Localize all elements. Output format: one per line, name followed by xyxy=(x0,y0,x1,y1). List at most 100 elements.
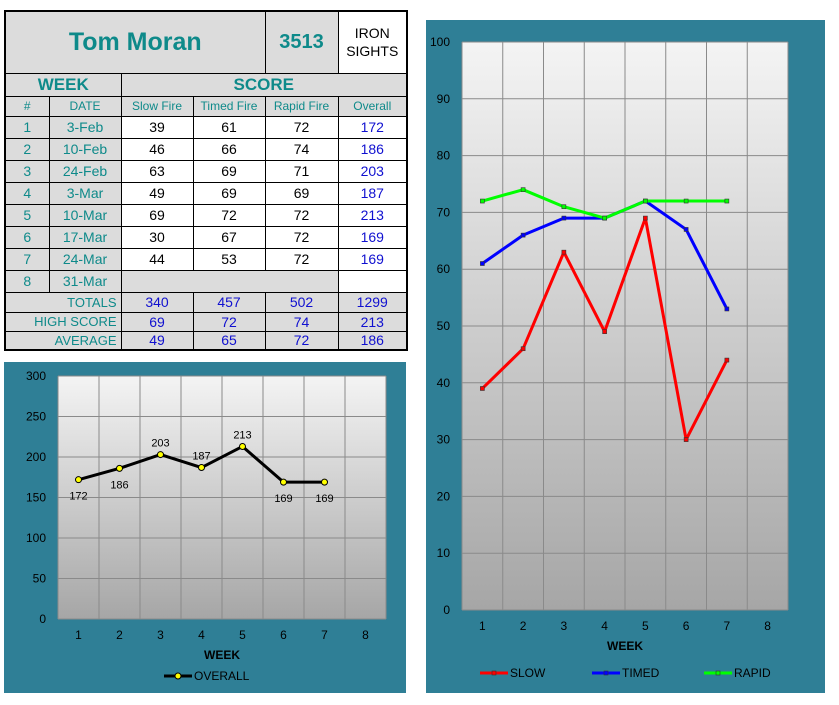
y-tick-label: 300 xyxy=(26,369,46,383)
week-num: 2 xyxy=(4,137,50,161)
week-num: 1 xyxy=(4,115,50,139)
high-score-row: HIGH SCORE 69 72 74 213 xyxy=(4,311,408,332)
x-tick-label: 3 xyxy=(157,628,164,642)
data-point xyxy=(75,476,82,484)
average-slow: 49 xyxy=(120,330,194,351)
legend-label-overall: OVERALL xyxy=(194,669,250,683)
rapid-score: 71 xyxy=(264,159,339,183)
slow-score: 46 xyxy=(120,137,194,161)
totals-row: TOTALS 340 457 502 1299 xyxy=(4,291,408,313)
x-tick-label: 8 xyxy=(764,619,771,633)
data-point xyxy=(280,478,287,486)
y-tick-label: 40 xyxy=(437,376,451,390)
table-row: 6 17-Mar 30 67 72 169 xyxy=(4,225,408,249)
overall-chart-panel: 0 50 100 150 200 250 300 1 2 3 4 5 6 7 8 WEEK 172 186 203 1… xyxy=(4,362,406,693)
y-tick-label: 50 xyxy=(33,572,47,586)
data-label: 187 xyxy=(192,451,210,463)
data-point xyxy=(116,464,123,472)
data-point xyxy=(198,464,205,472)
score-table: Tom Moran 3513 IRON SIGHTS WEEK SCORE # … xyxy=(4,10,408,351)
overall-score: 203 xyxy=(337,159,408,183)
rapid-score: 72 xyxy=(264,225,339,249)
x-tick-label: 5 xyxy=(239,628,246,642)
col-header-rapid: Rapid Fire xyxy=(264,95,339,117)
y-tick-label: 0 xyxy=(443,603,450,617)
y-tick-label: 80 xyxy=(437,149,451,163)
average-timed: 65 xyxy=(192,330,266,351)
y-tick-label: 10 xyxy=(437,546,451,560)
timed-score: 67 xyxy=(192,225,266,249)
y-tick-label: 150 xyxy=(26,491,46,505)
x-tick-label: 4 xyxy=(198,628,205,642)
overall-score: 187 xyxy=(337,181,408,205)
week-date: 31-Mar xyxy=(48,269,122,293)
average-row: AVERAGE 49 65 72 186 xyxy=(4,330,408,351)
data-label: 203 xyxy=(151,438,169,450)
timed-score: 69 xyxy=(192,181,266,205)
high-overall: 213 xyxy=(337,311,408,332)
high-score-label: HIGH SCORE xyxy=(4,311,122,332)
data-point xyxy=(724,198,730,204)
overall-score xyxy=(337,269,408,293)
totals-overall: 1299 xyxy=(337,291,408,313)
data-point xyxy=(602,215,607,221)
x-tick-label: 2 xyxy=(116,628,123,642)
x-tick-label: 6 xyxy=(683,619,690,633)
legend-marker xyxy=(174,672,182,680)
score-heading: SCORE xyxy=(120,72,408,97)
data-point xyxy=(480,261,485,266)
table-row: 3 24-Feb 63 69 71 203 xyxy=(4,159,408,183)
timed-score: 72 xyxy=(192,203,266,227)
empty-score-cell xyxy=(120,269,339,293)
slow-score: 69 xyxy=(120,203,194,227)
overall-score: 169 xyxy=(337,225,408,249)
x-tick-label: 8 xyxy=(362,628,369,642)
data-point xyxy=(520,232,526,238)
slow-score: 63 xyxy=(120,159,194,183)
y-tick-label: 60 xyxy=(437,262,451,276)
x-tick-label: 2 xyxy=(520,619,527,633)
x-tick-label: 5 xyxy=(642,619,649,633)
stage-scores-chart-panel: 0 10 20 30 40 50 60 70 80 90 100 1 2 3 4 5 6 7 8 WEEK SLOW TI… xyxy=(426,20,825,693)
data-point xyxy=(480,198,485,204)
legend-label-slow: SLOW xyxy=(510,666,546,680)
week-num: 7 xyxy=(4,247,50,271)
rapid-score: 72 xyxy=(264,247,339,271)
rapid-score: 72 xyxy=(264,203,339,227)
slow-score: 39 xyxy=(120,115,194,139)
totals-slow: 340 xyxy=(120,291,194,313)
overall-score: 186 xyxy=(337,137,408,161)
data-point xyxy=(157,451,164,459)
data-point xyxy=(480,386,485,391)
x-axis-label: WEEK xyxy=(607,639,643,653)
rapid-score: 74 xyxy=(264,137,339,161)
legend-marker xyxy=(491,670,497,676)
legend-label-rapid: RAPID xyxy=(734,666,771,680)
y-tick-label: 50 xyxy=(437,319,451,333)
data-point xyxy=(321,478,328,486)
y-tick-label: 100 xyxy=(26,531,46,545)
data-point xyxy=(683,198,689,204)
slow-score: 30 xyxy=(120,225,194,249)
shooter-number: 3513 xyxy=(264,10,339,74)
rapid-score: 72 xyxy=(264,115,339,139)
timed-score: 66 xyxy=(192,137,266,161)
overall-score: 213 xyxy=(337,203,408,227)
table-row: 4 3-Mar 49 69 69 187 xyxy=(4,181,408,205)
y-tick-label: 90 xyxy=(437,92,451,106)
week-date: 3-Mar xyxy=(48,181,122,205)
x-tick-label: 4 xyxy=(601,619,608,633)
y-tick-label: 200 xyxy=(26,450,46,464)
week-date: 10-Feb xyxy=(48,137,122,161)
slow-score: 44 xyxy=(120,247,194,271)
average-overall: 186 xyxy=(337,330,408,351)
week-date: 24-Mar xyxy=(48,247,122,271)
x-tick-label: 1 xyxy=(479,619,486,633)
high-slow: 69 xyxy=(120,311,194,332)
data-point xyxy=(683,227,689,232)
table-row: 5 10-Mar 69 72 72 213 xyxy=(4,203,408,227)
x-tick-label: 3 xyxy=(561,619,568,633)
week-date: 10-Mar xyxy=(48,203,122,227)
data-label: 172 xyxy=(69,491,87,503)
data-label: 169 xyxy=(315,493,333,505)
